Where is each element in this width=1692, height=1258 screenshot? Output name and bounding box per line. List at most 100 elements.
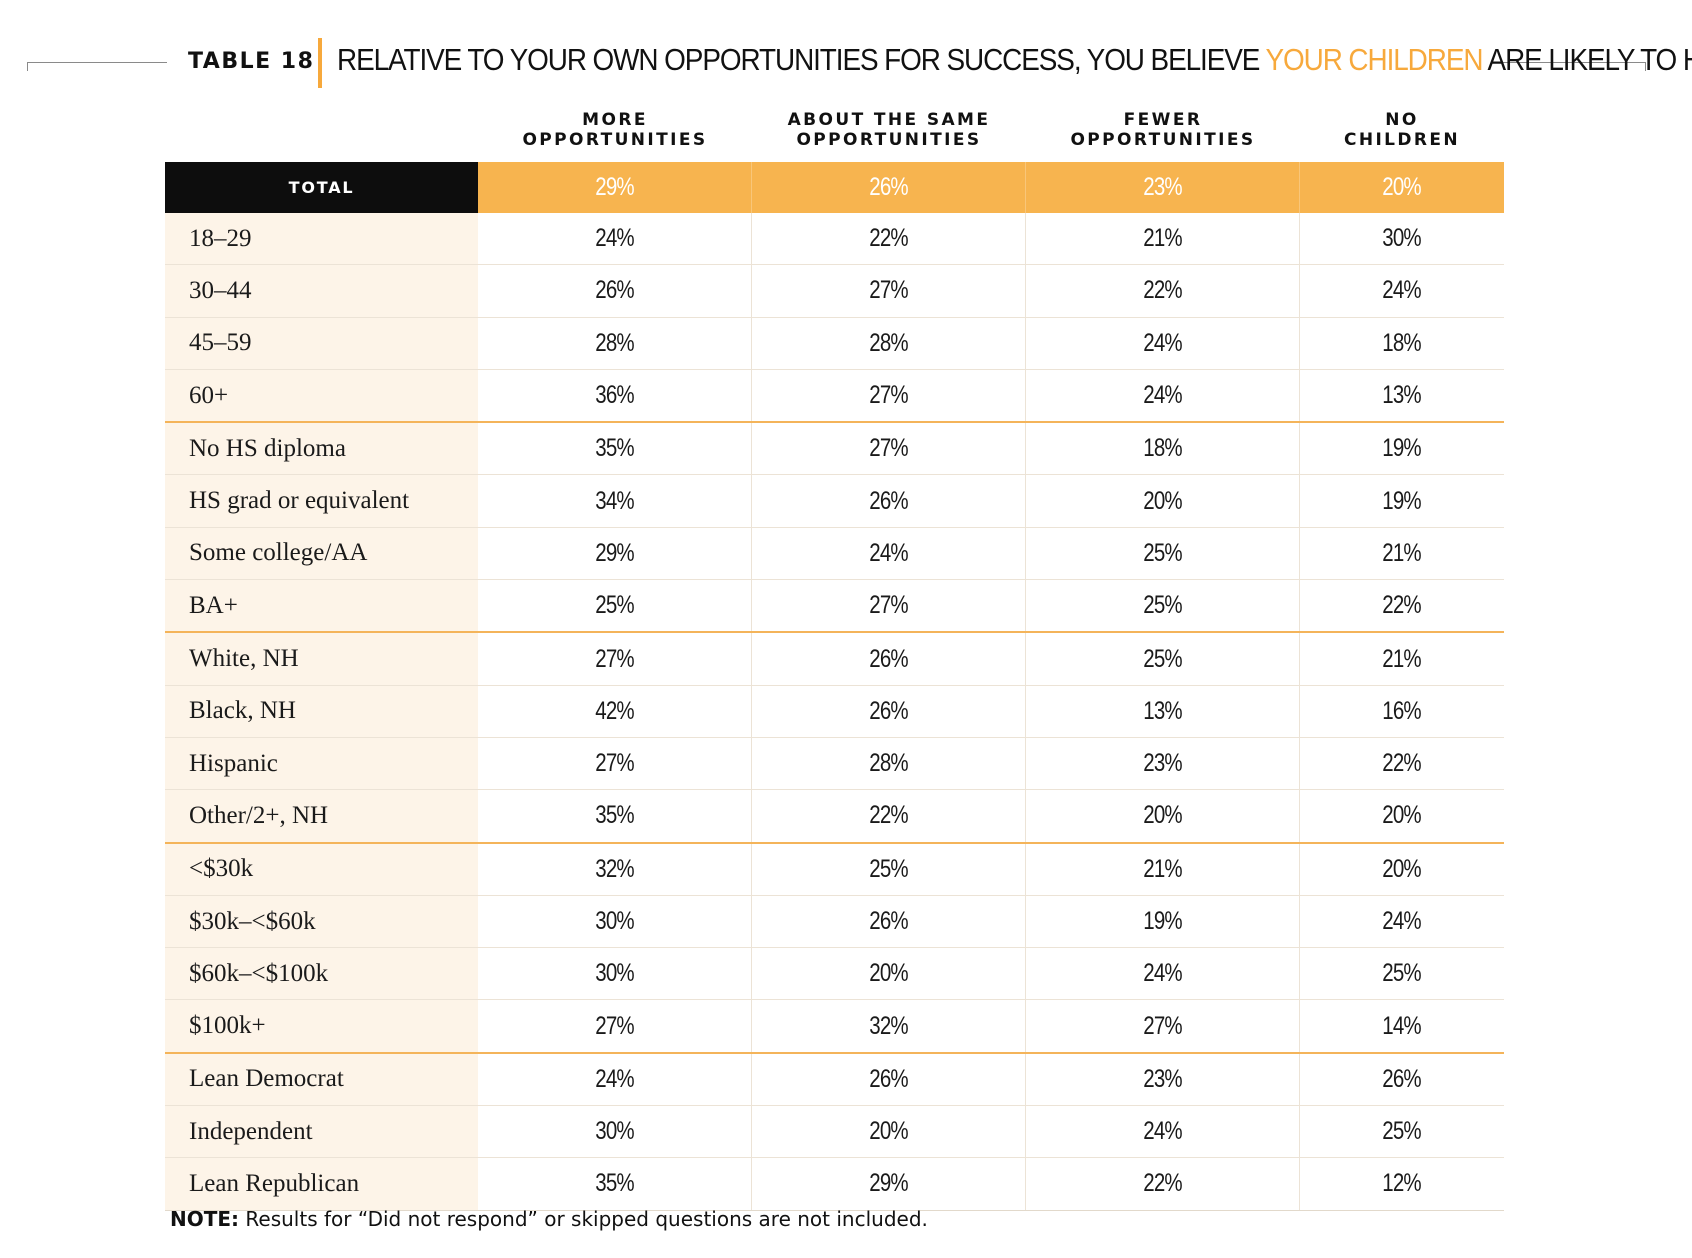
- value-cell: 32%: [478, 843, 752, 895]
- value-cell: 22%: [1382, 749, 1422, 778]
- value-cell: 20%: [752, 1106, 1026, 1158]
- value-cell: 26%: [1382, 1064, 1422, 1093]
- value-cell: 25%: [1382, 1117, 1422, 1146]
- header-rule-left: [27, 62, 167, 71]
- value-cell: 24%: [478, 213, 752, 265]
- row-label: 18–29: [165, 213, 478, 265]
- value-cell: 20%: [1026, 790, 1300, 842]
- value-cell: 14%: [1382, 1011, 1422, 1040]
- value-cell: 22%: [752, 213, 1026, 265]
- value-cell: 25%: [1382, 959, 1422, 988]
- value-cell: 25%: [752, 843, 1026, 895]
- table-row: 45–59 28% 28% 24% 18%: [165, 317, 1504, 370]
- value-cell: 24%: [1026, 369, 1300, 422]
- value-cell: 25%: [1026, 633, 1300, 685]
- row-label: Independent: [165, 1106, 478, 1158]
- value-cell: 13%: [1382, 381, 1422, 410]
- table-row: Black, NH 42% 26% 13% 16%: [165, 685, 1504, 738]
- value-cell: 23%: [1026, 737, 1300, 790]
- value-cell: 24%: [1382, 907, 1422, 935]
- value-cell: 35%: [478, 1158, 752, 1210]
- value-cell: 24%: [1026, 948, 1300, 1000]
- value-cell: 21%: [1026, 213, 1300, 265]
- value-cell: 30%: [478, 895, 752, 948]
- value-cell: 28%: [752, 317, 1026, 369]
- value-cell: 20%: [1382, 801, 1422, 830]
- table-row: HS grad or equivalent 34% 26% 20% 19%: [165, 475, 1504, 528]
- table-row: <$30k 32% 25% 21% 20%: [165, 843, 1504, 896]
- row-label: Lean Democrat: [165, 1053, 478, 1106]
- value-cell: 22%: [1026, 1158, 1300, 1210]
- value-cell: 27%: [752, 369, 1026, 422]
- column-header-no-children: NO CHILDREN: [1300, 110, 1504, 150]
- value-cell: 21%: [1026, 843, 1300, 895]
- value-cell: 12%: [1382, 1169, 1422, 1198]
- value-cell: 34%: [478, 475, 752, 527]
- data-table: TOTAL 29% 26% 23% 20% 18–29 24% 22% 21% 30% 3…: [165, 162, 1504, 1211]
- row-label: TOTAL: [165, 162, 478, 213]
- table-row: $30k–<$60k 30% 26% 19% 24%: [165, 895, 1504, 949]
- column-header-line: MORE: [582, 110, 648, 130]
- value-cell: 24%: [752, 527, 1026, 580]
- table-row: Hispanic 27% 28% 23% 22%: [165, 737, 1504, 791]
- column-header-more: MORE OPPORTUNITIES: [478, 110, 752, 150]
- value-cell: 19%: [1026, 895, 1300, 948]
- value-cell: 20%: [1382, 854, 1422, 883]
- row-label: White, NH: [165, 633, 478, 685]
- table-row: 30–44 26% 27% 22% 24%: [165, 265, 1504, 318]
- value-cell: 30%: [1382, 224, 1422, 253]
- value-cell: 20%: [1300, 162, 1504, 213]
- footnote-text: Results for “Did not respond” or skipped…: [239, 1207, 928, 1231]
- table-row: Lean Democrat 24% 26% 23% 26%: [165, 1053, 1504, 1107]
- value-cell: 27%: [752, 265, 1026, 317]
- column-header-line: ABOUT THE SAME: [787, 110, 991, 130]
- value-cell: 22%: [1026, 265, 1300, 317]
- value-cell: 42%: [478, 685, 752, 737]
- total-row: TOTAL 29% 26% 23% 20%: [165, 162, 1504, 213]
- value-cell: 35%: [478, 790, 752, 842]
- value-cell: 29%: [752, 1158, 1026, 1210]
- row-label: 45–59: [165, 317, 478, 369]
- footnote: NOTE: Results for “Did not respond” or s…: [170, 1207, 928, 1231]
- value-cell: 36%: [478, 369, 752, 422]
- value-cell: 27%: [1026, 1000, 1300, 1052]
- value-cell: 19%: [1382, 486, 1422, 515]
- row-label: $60k–<$100k: [165, 948, 478, 1000]
- column-header-line: CHILDREN: [1343, 130, 1461, 150]
- table-row: White, NH 27% 26% 25% 21%: [165, 633, 1504, 686]
- value-cell: 29%: [478, 527, 752, 580]
- value-cell: 27%: [478, 633, 752, 685]
- value-cell: 27%: [478, 737, 752, 790]
- value-cell: 19%: [1382, 434, 1422, 463]
- row-label: 30–44: [165, 265, 478, 317]
- value-cell: 26%: [752, 633, 1026, 685]
- value-cell: 28%: [478, 317, 752, 369]
- row-label: No HS diploma: [165, 423, 478, 475]
- value-cell: 35%: [478, 423, 752, 475]
- value-cell: 26%: [752, 475, 1026, 527]
- row-label: Black, NH: [165, 685, 478, 737]
- title-text-end: ARE LIKELY TO HAVE...: [1487, 42, 1692, 77]
- footnote-prefix: NOTE:: [170, 1207, 240, 1231]
- value-cell: 27%: [752, 580, 1026, 632]
- value-cell: 20%: [752, 948, 1026, 1000]
- column-header-line: NO: [1385, 110, 1419, 130]
- value-cell: 13%: [1026, 685, 1300, 737]
- table-label: TABLE 18: [188, 49, 315, 74]
- value-cell: 25%: [1026, 580, 1300, 632]
- value-cell: 25%: [478, 580, 752, 632]
- value-cell: 27%: [478, 1000, 752, 1052]
- value-cell: 25%: [1026, 527, 1300, 580]
- value-cell: 24%: [1026, 317, 1300, 369]
- table-row: $60k–<$100k 30% 20% 24% 25%: [165, 948, 1504, 1001]
- value-cell: 22%: [752, 790, 1026, 842]
- title-accent-bar: [318, 38, 322, 88]
- table-row: BA+ 25% 27% 25% 22%: [165, 580, 1504, 634]
- row-label: <$30k: [165, 843, 478, 895]
- row-label: Hispanic: [165, 737, 478, 790]
- column-header-line: OPPORTUNITIES: [796, 130, 982, 150]
- value-cell: 29%: [478, 162, 752, 213]
- value-cell: 26%: [752, 685, 1026, 737]
- value-cell: 26%: [752, 1053, 1026, 1106]
- value-cell: 24%: [478, 1053, 752, 1106]
